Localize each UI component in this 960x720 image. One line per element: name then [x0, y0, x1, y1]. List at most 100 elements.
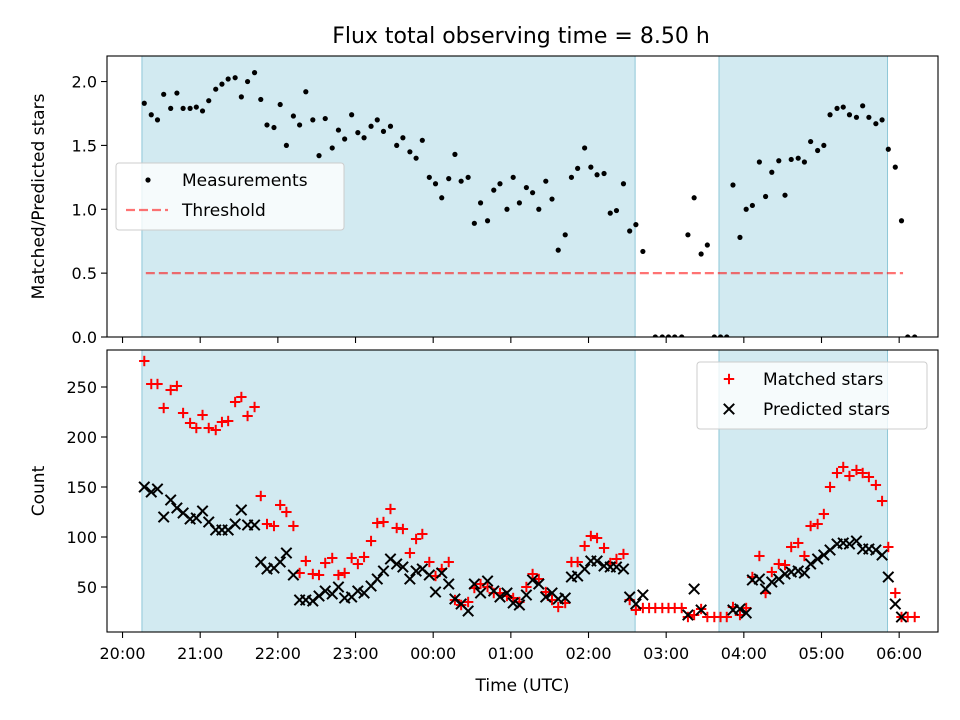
data-point [507, 592, 519, 604]
data-point [361, 135, 367, 141]
data-point [793, 537, 804, 549]
data-point [756, 159, 762, 165]
data-point [236, 391, 247, 403]
data-point [685, 232, 691, 238]
data-point [682, 611, 694, 623]
data-point [818, 508, 830, 520]
data-point [591, 555, 603, 567]
y-tick-label: 200 [66, 428, 97, 447]
data-point [196, 505, 209, 517]
data-point [613, 207, 620, 214]
data-point [588, 164, 594, 170]
data-point [529, 190, 536, 196]
data-point [892, 164, 898, 170]
data-point [679, 334, 685, 337]
data-point [611, 553, 622, 565]
data-point [873, 121, 879, 127]
data-point [474, 587, 487, 599]
data-point [342, 136, 348, 142]
data-point [572, 556, 583, 568]
data-point [283, 142, 290, 149]
y-tick-label: 150 [66, 478, 97, 497]
data-point [555, 247, 561, 253]
data-point [769, 169, 775, 175]
data-point [513, 599, 526, 611]
data-point [652, 334, 658, 337]
data-point [501, 587, 513, 599]
data-point [477, 200, 484, 206]
data-point [579, 540, 590, 552]
data-point [627, 228, 633, 234]
data-point [481, 575, 494, 587]
data-point [333, 569, 344, 581]
data-point [322, 115, 328, 122]
data-point [494, 591, 506, 603]
data-point [876, 495, 888, 507]
data-point [526, 574, 539, 586]
data-point [740, 607, 753, 619]
data-point [244, 78, 251, 85]
data-point [594, 172, 600, 178]
data-point [148, 112, 154, 118]
x-tick-label: 20:00 [99, 644, 145, 663]
x-tick-label: 04:00 [721, 644, 767, 663]
legend-marker [145, 177, 151, 183]
data-point [439, 195, 445, 201]
x-tick-label: 23:00 [332, 644, 378, 663]
data-point [242, 410, 253, 422]
data-point [432, 181, 439, 187]
data-point [407, 149, 413, 155]
data-point [527, 568, 538, 580]
data-point [786, 541, 797, 553]
y-axis-label: Count [29, 465, 49, 516]
data-point [905, 334, 911, 337]
data-point [504, 206, 510, 212]
data-point [620, 181, 627, 187]
data-point [883, 541, 894, 553]
data-point [235, 504, 248, 516]
data-point [210, 424, 221, 436]
data-point [310, 117, 316, 123]
data-point [724, 334, 730, 337]
data-point [161, 91, 167, 97]
data-point [890, 587, 901, 599]
data-point [206, 98, 212, 104]
data-point [840, 104, 846, 110]
data-point [882, 571, 895, 583]
plot-area [141, 56, 918, 337]
data-point [191, 422, 202, 434]
data-point [484, 218, 491, 224]
data-point [824, 481, 836, 493]
data-point [443, 556, 454, 568]
data-point [219, 81, 225, 87]
data-point [277, 101, 283, 108]
data-point [704, 242, 710, 248]
data-point [895, 611, 908, 623]
data-point [248, 519, 261, 531]
data-point [413, 155, 419, 161]
data-point [665, 334, 672, 337]
x-tick-label: 22:00 [255, 644, 301, 663]
y-tick-label: 1.5 [72, 136, 97, 155]
data-point [549, 196, 555, 202]
data-point [844, 470, 855, 482]
data-point [618, 548, 629, 560]
data-point [559, 592, 572, 604]
data-point [232, 75, 238, 81]
data-point [889, 598, 902, 610]
legend-label: Predicted stars [763, 400, 890, 420]
data-point [377, 565, 390, 577]
data-point [290, 113, 296, 119]
data-point [730, 182, 736, 188]
x-tick-label: 00:00 [410, 644, 456, 663]
data-point [329, 145, 335, 151]
data-point [870, 479, 882, 491]
data-point [180, 105, 186, 111]
data-point [380, 128, 387, 134]
data-point [400, 135, 406, 141]
y-tick-label: 0.5 [72, 264, 97, 283]
data-point [465, 174, 471, 180]
data-point [193, 104, 199, 110]
data-point [222, 415, 234, 427]
data-point [805, 520, 816, 532]
